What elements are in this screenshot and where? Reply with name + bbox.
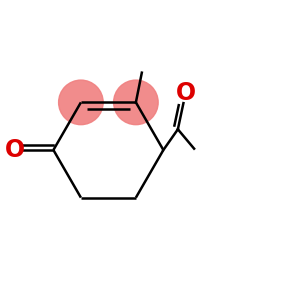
Circle shape <box>58 80 103 125</box>
Text: O: O <box>176 81 196 105</box>
Text: O: O <box>5 138 26 162</box>
Circle shape <box>114 80 158 125</box>
